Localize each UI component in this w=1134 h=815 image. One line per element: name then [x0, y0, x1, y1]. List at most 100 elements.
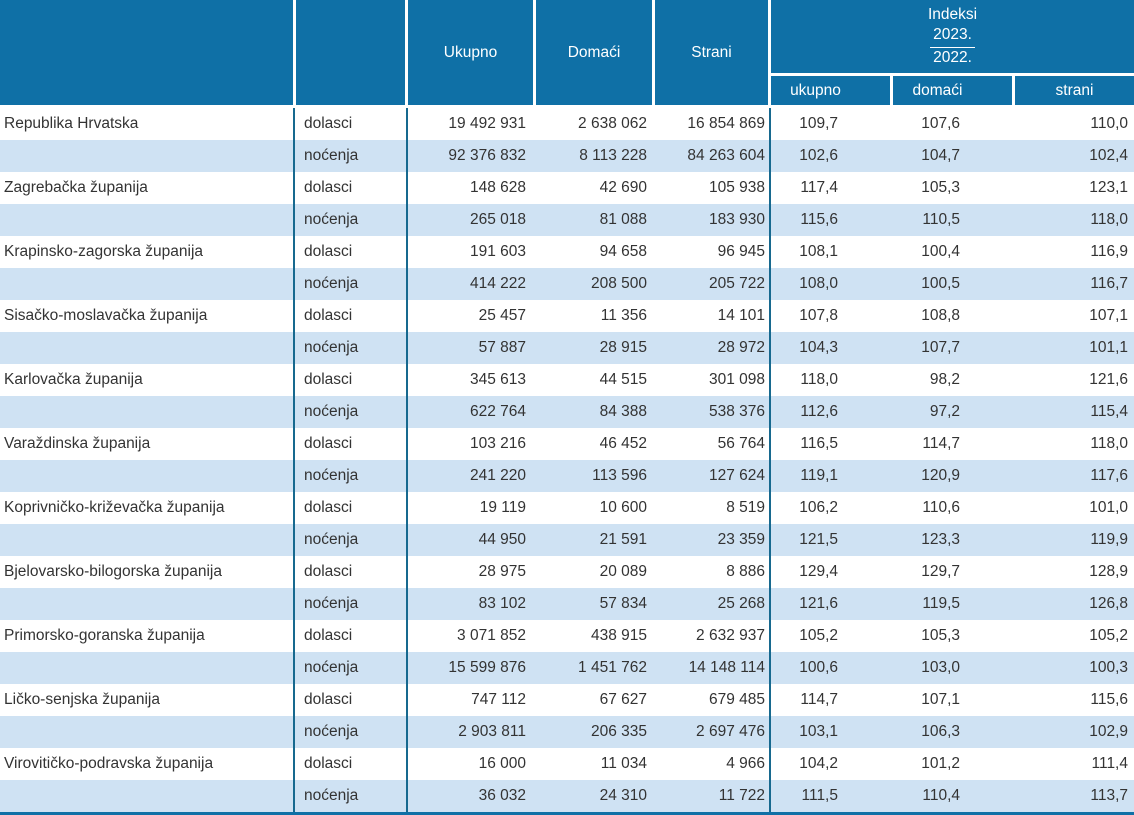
index-strani-cell: 115,4 [1090, 403, 1128, 420]
index-ukupno-cell: 118,0 [800, 371, 838, 388]
index-ukupno-cell: 119,1 [800, 467, 838, 484]
table-row: Zagrebačka županija dolasci 148 628 42 690 1… [0, 172, 1134, 204]
index-ukupno-cell: 105,2 [799, 627, 838, 644]
table-row: Primorsko-goranska županija dolasci 3 071 … [0, 620, 1134, 652]
value-ukupno-cell: 747 112 [471, 691, 526, 708]
index-strani-cell: 113,7 [1090, 787, 1128, 804]
value-strani-cell: 679 485 [655, 684, 771, 716]
value-domaci-cell: 44 515 [599, 371, 647, 388]
table-row: Ličko-senjska županija dolasci 747 112 67 6… [0, 684, 1134, 716]
index-ukupno-cell: 121,6 [799, 595, 838, 612]
value-domaci-cell: 46 452 [599, 435, 647, 452]
value-ukupno-cell: 57 887 [478, 339, 526, 356]
measure-label-cell: noćenja [295, 780, 408, 812]
table-row: noćenja 414 222 208 500 205 722 108,0 100,5 11… [0, 268, 1134, 300]
measure-label-cell: noćenja [295, 140, 408, 172]
index-ukupno-cell: 102,6 [799, 147, 838, 164]
index-strani-cell: 100,3 [1089, 659, 1128, 676]
measure-label-cell: noćenja [295, 204, 408, 236]
measure-label-cell: dolasci [295, 236, 408, 268]
value-strani-cell: 14 101 [655, 300, 771, 332]
header-measure-blank [296, 0, 405, 105]
region-name-cell: Ličko-senjska županija [0, 684, 295, 716]
value-ukupno-cell: 36 032 [478, 787, 526, 804]
index-domaci-cell: 110,6 [922, 499, 960, 516]
index-domaci-cell: 101,2 [921, 755, 960, 772]
index-ukupno-cell: 115,6 [800, 211, 838, 228]
value-ukupno-cell: 92 376 832 [448, 147, 526, 164]
region-name-cell: Republika Hrvatska [0, 108, 295, 140]
value-domaci-cell: 8 113 228 [579, 147, 647, 164]
value-strani-cell: 8 519 [655, 492, 771, 524]
value-strani-cell: 183 930 [655, 204, 771, 236]
value-strani-cell: 205 722 [655, 268, 771, 300]
value-strani-cell: 28 972 [655, 332, 771, 364]
index-strani-cell: 116,7 [1090, 275, 1128, 292]
table-row: noćenja 83 102 57 834 25 268 121,6 119,5 126,8 [0, 588, 1134, 620]
subheader-domaci: domaći [893, 76, 1012, 105]
value-ukupno-cell: 345 613 [469, 371, 526, 388]
index-strani-cell: 119,9 [1090, 531, 1128, 548]
value-domaci-cell: 81 088 [599, 211, 647, 228]
index-strani-cell: 107,1 [1089, 307, 1128, 324]
region-name-cell: Bjelovarsko-bilogorska županija [0, 556, 295, 588]
value-domaci-cell: 24 310 [599, 787, 647, 804]
index-domaci-cell: 120,9 [921, 467, 960, 484]
region-name-cell [0, 588, 295, 620]
index-strani-cell: 102,9 [1089, 723, 1128, 740]
value-domaci-cell: 1 451 762 [578, 659, 647, 676]
table-row: Virovitičko-podravska županija dolasci 16 … [0, 748, 1134, 780]
measure-label-cell: dolasci [295, 684, 408, 716]
table-body: Republika Hrvatska dolasci 19 492 931 2 638… [0, 108, 1134, 812]
index-strani-cell: 123,1 [1089, 179, 1128, 196]
index-domaci-cell: 103,0 [921, 659, 960, 676]
index-domaci-cell: 106,3 [921, 723, 960, 740]
index-domaci-cell: 105,3 [921, 179, 960, 196]
header-region-blank [0, 0, 293, 105]
index-ukupno-cell: 103,1 [799, 723, 838, 740]
table-row: noćenja 622 764 84 388 538 376 112,6 97,2 115,… [0, 396, 1134, 428]
value-strani-cell: 14 148 114 [655, 652, 771, 684]
value-strani-cell: 538 376 [655, 396, 771, 428]
table-row: Varaždinska županija dolasci 103 216 46 452… [0, 428, 1134, 460]
measure-label-cell: dolasci [295, 620, 408, 652]
index-strani-cell: 118,0 [1090, 211, 1128, 228]
measure-label-cell: dolasci [295, 108, 408, 140]
value-ukupno-cell: 103 216 [469, 435, 526, 452]
value-ukupno-cell: 3 071 852 [457, 627, 526, 644]
value-strani-cell: 127 624 [655, 460, 771, 492]
header-col-ukupno: Ukupno [408, 0, 533, 105]
table-row: noćenja 44 950 21 591 23 359 121,5 123,3 119,9 [0, 524, 1134, 556]
value-domaci-cell: 11 034 [600, 755, 647, 772]
index-domaci-cell: 104,7 [921, 147, 960, 164]
header-col-domaci: Domaći [536, 0, 652, 105]
value-ukupno-cell: 148 628 [469, 179, 526, 196]
table-row: Sisačko-moslavačka županija dolasci 25 457… [0, 300, 1134, 332]
index-domaci-cell: 110,4 [922, 787, 960, 804]
index-strani-cell: 121,6 [1089, 371, 1128, 388]
value-domaci-cell: 2 638 062 [578, 115, 647, 132]
table-row: noćenja 2 903 811 206 335 2 697 476 103,1 106… [0, 716, 1134, 748]
measure-label-cell: noćenja [295, 268, 408, 300]
index-ukupno-cell: 104,2 [799, 755, 838, 772]
value-strani-cell: 96 945 [655, 236, 771, 268]
header-indeksi-group: Indeksi 2023. 2022. [771, 0, 1134, 73]
index-strani-cell: 105,2 [1089, 627, 1128, 644]
value-strani-cell: 56 764 [655, 428, 771, 460]
index-ukupno-cell: 108,1 [799, 243, 838, 260]
measure-label-cell: dolasci [295, 492, 408, 524]
value-ukupno-cell: 83 102 [478, 595, 526, 612]
region-name-cell [0, 268, 295, 300]
index-domaci-cell: 107,1 [921, 691, 960, 708]
region-name-cell [0, 460, 295, 492]
header-col-strani: Strani [655, 0, 768, 105]
value-domaci-cell: 57 834 [599, 595, 647, 612]
index-strani-cell: 101,1 [1089, 339, 1128, 356]
value-ukupno-cell: 19 492 931 [448, 115, 526, 132]
value-ukupno-cell: 414 222 [469, 275, 526, 292]
value-domaci-cell: 20 089 [599, 563, 647, 580]
index-domaci-cell: 107,7 [921, 339, 960, 356]
index-strani-cell: 118,0 [1090, 435, 1128, 452]
measure-label-cell: noćenja [295, 460, 408, 492]
index-ukupno-cell: 111,5 [801, 787, 839, 804]
